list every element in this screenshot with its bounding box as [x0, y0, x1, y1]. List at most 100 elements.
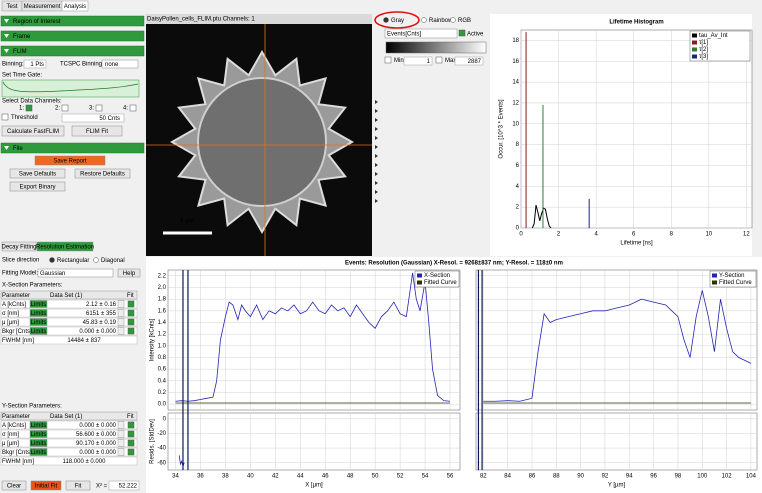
legend-swatch	[417, 273, 422, 278]
arrow[interactable]	[375, 172, 378, 176]
y-axis-title: Occur. [10^3 * Events]	[499, 99, 505, 159]
legend-swatch	[692, 47, 697, 52]
x-tick-label: 88	[553, 474, 560, 480]
arrow[interactable]	[375, 154, 378, 158]
button[interactable]	[117, 268, 141, 278]
x-tick-label: 56	[447, 474, 454, 480]
section-header[interactable]	[0, 15, 145, 27]
param-name: FWHM [nm]	[2, 338, 34, 344]
radio[interactable]	[49, 257, 55, 263]
checkbox[interactable]	[127, 430, 135, 438]
x-tick-label: 6	[632, 232, 636, 238]
spinner[interactable]	[117, 309, 125, 317]
param-name: A [kCnts]	[2, 302, 26, 308]
button[interactable]	[1, 480, 27, 491]
button[interactable]	[74, 168, 131, 179]
x-tick-label: 104	[746, 474, 757, 480]
dropdown[interactable]	[37, 268, 114, 278]
limits-button[interactable]	[29, 300, 48, 308]
arrow[interactable]	[375, 145, 378, 149]
checkbox[interactable]	[384, 56, 392, 64]
arrow[interactable]	[375, 136, 378, 140]
legend-label: Fitted Curve	[719, 280, 752, 286]
limits-button[interactable]	[29, 309, 48, 317]
section-header[interactable]	[0, 30, 145, 42]
value: Events[Cnts]	[387, 32, 421, 38]
y-tick-label: 0.4	[158, 378, 167, 384]
checkbox[interactable]	[458, 29, 466, 37]
limits-button[interactable]	[29, 448, 48, 456]
dropdown[interactable]	[101, 59, 139, 69]
param-name: A [kCnts]	[2, 423, 26, 429]
tab[interactable]	[61, 0, 89, 12]
checkbox[interactable]	[127, 448, 135, 456]
x-tick-label: 0	[519, 232, 523, 238]
radio[interactable]	[421, 17, 427, 23]
arrow[interactable]	[375, 199, 378, 203]
series-line	[483, 290, 752, 402]
section-header[interactable]	[0, 142, 145, 154]
checkbox[interactable]	[127, 318, 135, 326]
param-name: μ [µm]	[2, 441, 19, 447]
section-header[interactable]	[0, 45, 145, 57]
radio[interactable]	[450, 17, 456, 23]
button[interactable]	[65, 480, 91, 491]
label: Binning:	[2, 62, 24, 68]
spinner[interactable]	[117, 300, 125, 308]
spinner[interactable]	[117, 327, 125, 335]
checkbox[interactable]	[1, 113, 9, 121]
radio-label: RGB	[458, 18, 471, 24]
dropdown[interactable]	[384, 28, 458, 39]
arrow[interactable]	[375, 181, 378, 185]
button[interactable]	[34, 155, 106, 166]
arrow[interactable]	[375, 163, 378, 167]
radio[interactable]	[93, 257, 99, 263]
y-tick-label: 14	[512, 80, 519, 86]
limits-button[interactable]	[29, 421, 48, 429]
arrow[interactable]	[375, 118, 378, 122]
button-label: Restore Defaults	[80, 172, 125, 178]
arrow[interactable]	[375, 100, 378, 104]
checkbox[interactable]	[127, 439, 135, 447]
checkbox[interactable]	[129, 104, 137, 112]
arrow[interactable]	[375, 127, 378, 131]
input	[61, 113, 125, 123]
limits-button[interactable]	[29, 318, 48, 326]
checkbox[interactable]	[435, 56, 443, 64]
x-tick-label: 98	[675, 474, 682, 480]
checkbox[interactable]	[127, 300, 135, 308]
checkbox[interactable]	[95, 104, 103, 112]
plot-area	[520, 29, 753, 229]
checkbox[interactable]	[127, 327, 135, 335]
checkbox[interactable]	[61, 104, 69, 112]
checkbox[interactable]	[25, 104, 33, 112]
button[interactable]	[9, 181, 66, 192]
checkbox[interactable]	[127, 421, 135, 429]
button[interactable]	[30, 480, 62, 491]
checkbox[interactable]	[127, 309, 135, 317]
radio[interactable]	[383, 17, 389, 23]
limits-button[interactable]	[29, 430, 48, 438]
limits-button[interactable]	[29, 439, 48, 447]
button[interactable]	[9, 168, 66, 179]
tab[interactable]	[1, 241, 37, 252]
spinner[interactable]	[117, 421, 125, 429]
y-tick-label: 1.0	[158, 343, 167, 349]
x-tick-label: 8	[670, 232, 674, 238]
tab[interactable]	[36, 241, 94, 252]
label: Active	[467, 32, 484, 38]
label: Set Time Gate:	[2, 73, 42, 79]
y-tick-label: -60	[157, 460, 166, 466]
arrow[interactable]	[375, 109, 378, 113]
spinner[interactable]	[117, 439, 125, 447]
button[interactable]	[71, 125, 123, 137]
button-label: Save Report	[53, 159, 87, 165]
spinner[interactable]	[117, 318, 125, 326]
limits-button[interactable]	[29, 327, 48, 335]
header-cell: Data Set (1)	[50, 293, 82, 299]
arrow[interactable]	[375, 190, 378, 194]
x-tick-label: 50	[372, 474, 379, 480]
spinner[interactable]	[117, 430, 125, 438]
spinner[interactable]	[117, 448, 125, 456]
button[interactable]	[1, 125, 65, 137]
